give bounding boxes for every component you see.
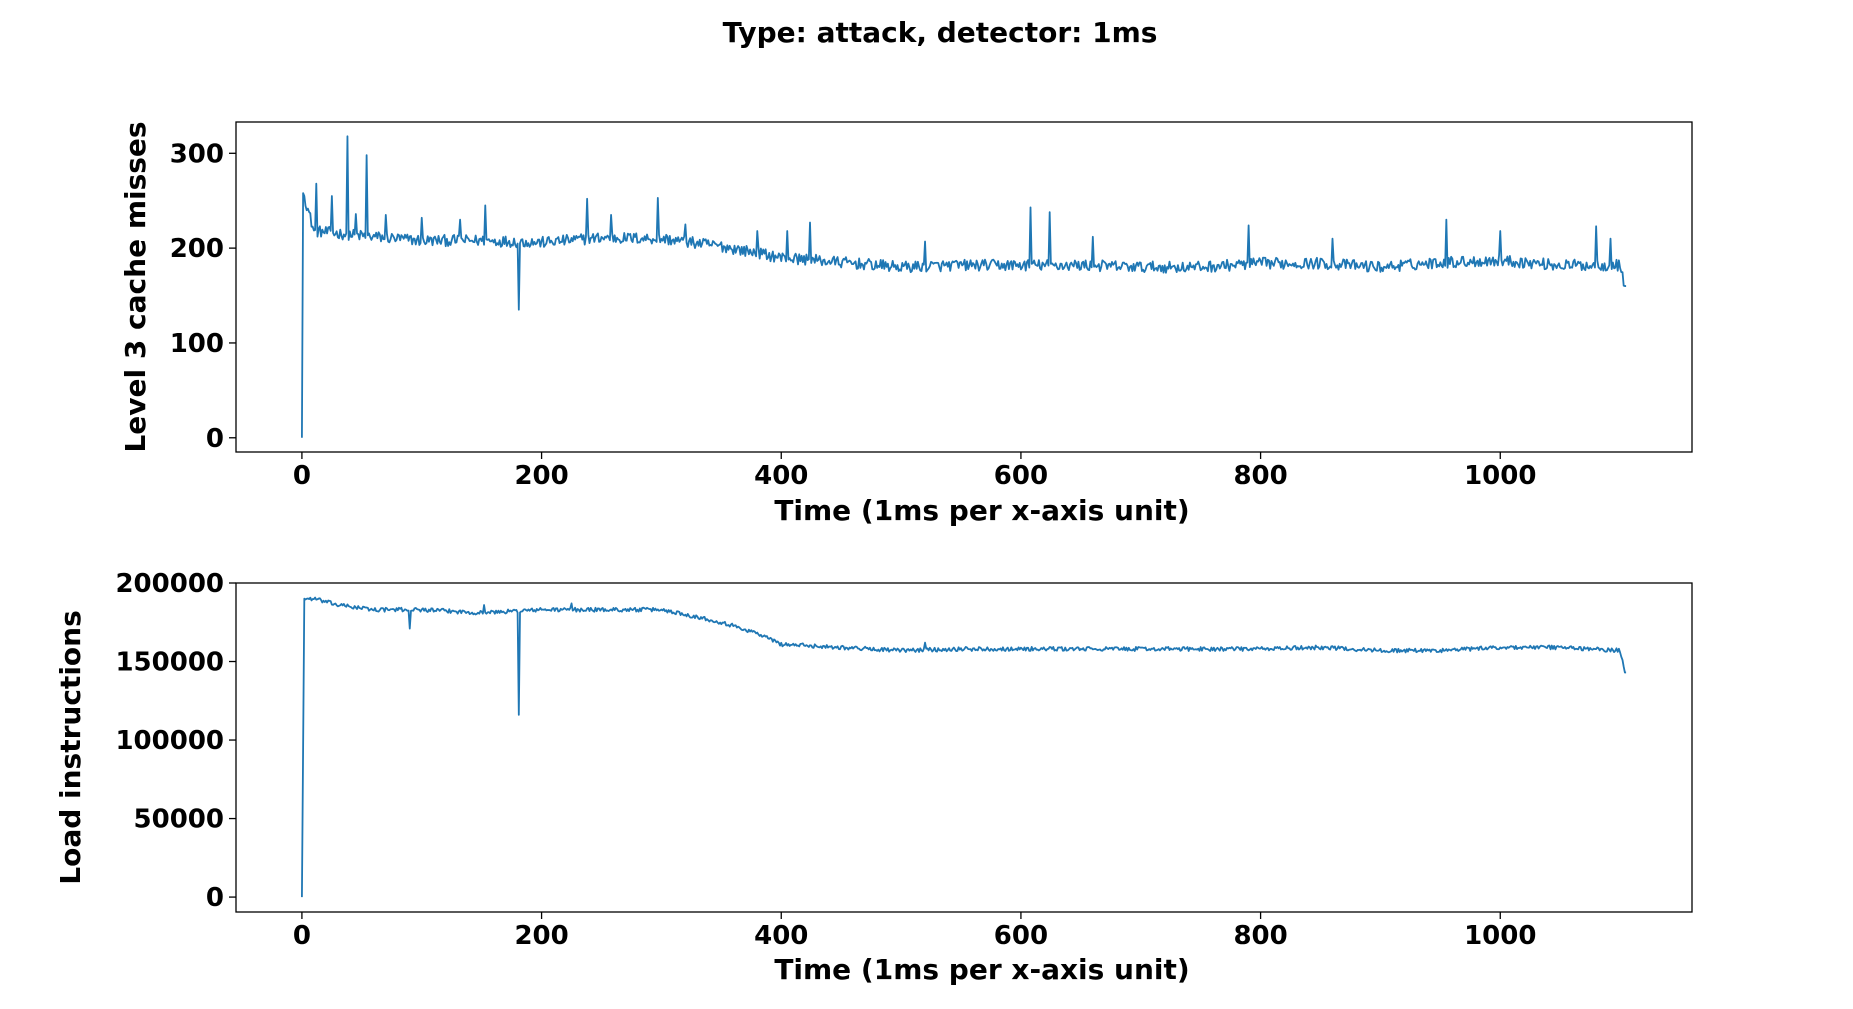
load-instructions-ytick-label: 150000 xyxy=(115,648,224,678)
load-instructions-xtick-label: 200 xyxy=(514,921,568,951)
load-instructions-xtick-label: 0 xyxy=(293,921,311,951)
cache-misses-series-line xyxy=(301,135,1627,438)
cache-misses-ytick-label: 300 xyxy=(170,139,224,169)
cache-misses-xtick-label: 800 xyxy=(1233,461,1287,491)
load-instructions-ytick-label: 50000 xyxy=(134,805,224,835)
cache-misses-ytick-label: 0 xyxy=(206,424,224,454)
cache-misses-x-axis-label: Time (1ms per x-axis unit) xyxy=(774,494,1189,527)
cache-misses-xtick-label: 200 xyxy=(514,461,568,491)
load-instructions-xtick-label: 800 xyxy=(1233,921,1287,951)
load-instructions-xtick-label: 400 xyxy=(754,921,808,951)
cache-misses-xtick-label: 600 xyxy=(994,461,1048,491)
cache-misses-plot: 0 200 400 600 800 1000 0 100 200 300 Time (1ms per… xyxy=(119,121,1693,527)
load-instructions-xtick-label: 1000 xyxy=(1464,921,1536,951)
load-instructions-x-axis-label: Time (1ms per x-axis unit) xyxy=(774,953,1189,986)
cache-misses-ytick-label: 100 xyxy=(170,329,224,359)
cache-misses-xtick-label: 1000 xyxy=(1464,461,1536,491)
cache-misses-axes-frame xyxy=(235,121,1693,453)
load-instructions-xtick-label: 600 xyxy=(994,921,1048,951)
load-instructions-ytick-label: 200000 xyxy=(115,569,224,599)
cache-misses-y-axis-label: Level 3 cache misses xyxy=(119,121,152,452)
load-instructions-y-axis-label: Load instructions xyxy=(54,610,87,885)
cache-misses-xtick-label: 400 xyxy=(754,461,808,491)
load-instructions-plot: 0 200 400 600 800 1000 0 50000 100000 150000 20000… xyxy=(54,569,1693,986)
load-instructions-ytick-label: 100000 xyxy=(115,726,224,756)
load-instructions-series-line xyxy=(301,596,1627,898)
cache-misses-xtick-label: 0 xyxy=(293,461,311,491)
figure-title: Type: attack, detector: 1ms xyxy=(723,16,1158,49)
cache-misses-ytick-label: 200 xyxy=(170,234,224,264)
load-instructions-axes-frame xyxy=(235,582,1693,913)
load-instructions-ytick-label: 0 xyxy=(206,883,224,913)
